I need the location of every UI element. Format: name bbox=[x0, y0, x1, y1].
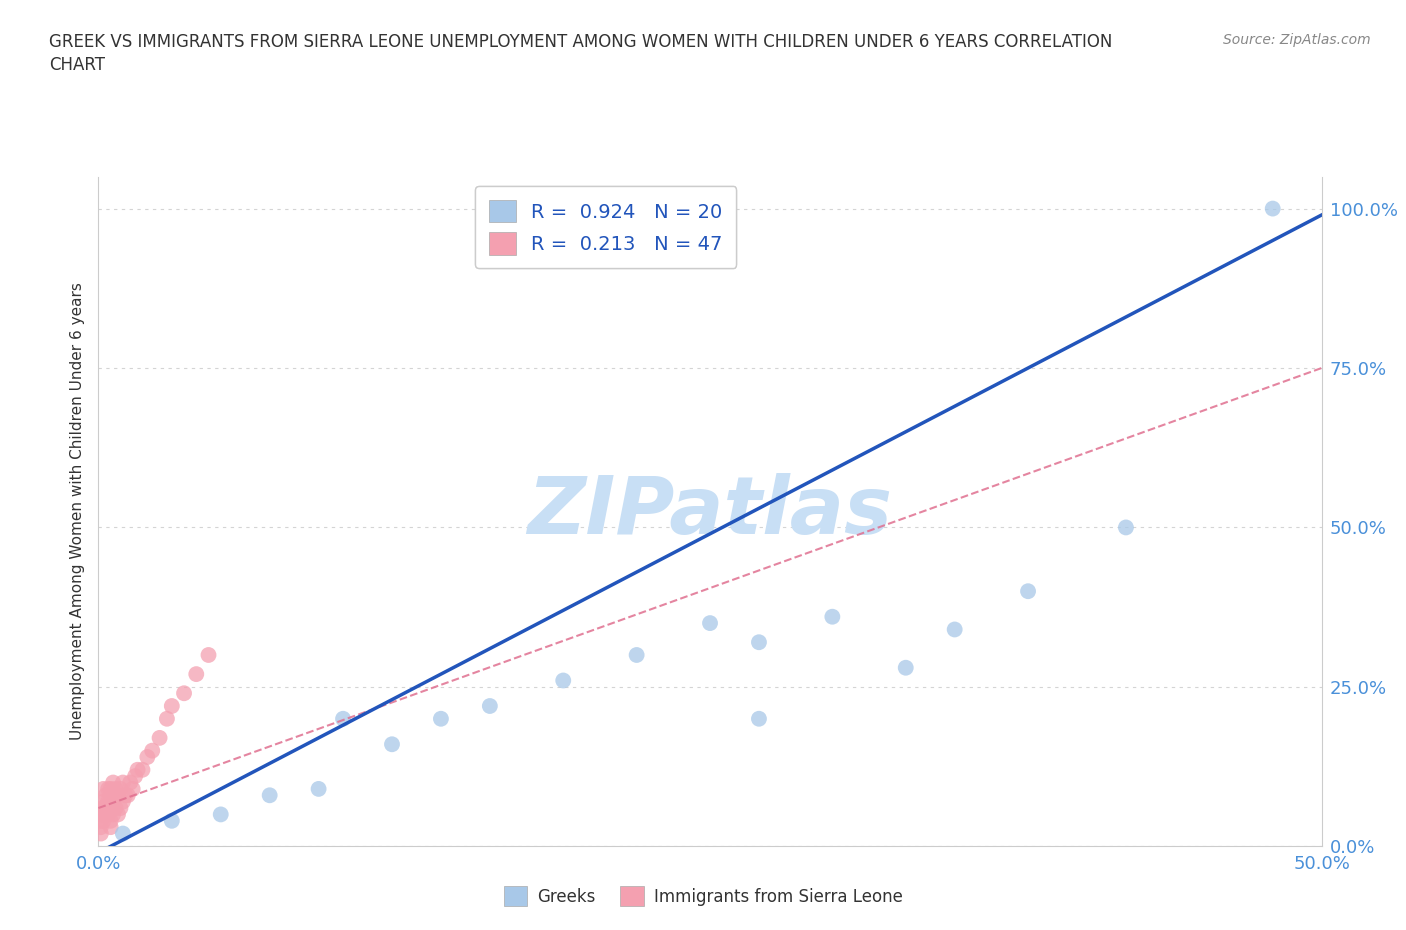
Point bbox=[100, 819, 122, 834]
Point bbox=[141, 743, 163, 758]
Point bbox=[186, 667, 208, 682]
Point bbox=[101, 775, 124, 790]
Point bbox=[259, 788, 281, 803]
Point bbox=[91, 801, 114, 816]
Point bbox=[90, 814, 112, 829]
Point bbox=[160, 698, 183, 713]
Point bbox=[104, 801, 127, 816]
Point bbox=[114, 788, 136, 803]
Point bbox=[699, 616, 721, 631]
Point bbox=[430, 711, 453, 726]
Text: ZIPatlas: ZIPatlas bbox=[527, 472, 893, 551]
Point bbox=[111, 826, 134, 841]
Text: CHART: CHART bbox=[49, 56, 105, 73]
Point bbox=[100, 801, 122, 816]
Point bbox=[381, 737, 404, 751]
Point bbox=[1261, 201, 1284, 216]
Point bbox=[94, 788, 117, 803]
Point bbox=[209, 807, 232, 822]
Point bbox=[821, 609, 844, 624]
Point bbox=[97, 794, 120, 809]
Point bbox=[197, 647, 219, 662]
Point bbox=[894, 660, 917, 675]
Point bbox=[149, 730, 172, 745]
Point bbox=[626, 647, 648, 662]
Point bbox=[100, 814, 122, 829]
Point bbox=[943, 622, 966, 637]
Point bbox=[120, 775, 142, 790]
Point bbox=[478, 698, 501, 713]
Point bbox=[156, 711, 179, 726]
Point bbox=[160, 814, 183, 829]
Point bbox=[91, 807, 114, 822]
Legend: R =  0.924   N = 20, R =  0.213   N = 47: R = 0.924 N = 20, R = 0.213 N = 47 bbox=[475, 186, 737, 268]
Point bbox=[553, 673, 575, 688]
Text: GREEK VS IMMIGRANTS FROM SIERRA LEONE UNEMPLOYMENT AMONG WOMEN WITH CHILDREN UND: GREEK VS IMMIGRANTS FROM SIERRA LEONE UN… bbox=[49, 33, 1112, 50]
Point bbox=[110, 781, 132, 796]
Point bbox=[101, 794, 124, 809]
Point bbox=[90, 807, 112, 822]
Point bbox=[107, 807, 129, 822]
Point bbox=[111, 794, 134, 809]
Point bbox=[1017, 584, 1039, 599]
Point bbox=[136, 750, 159, 764]
Point bbox=[117, 788, 139, 803]
Point bbox=[131, 763, 153, 777]
Point bbox=[121, 781, 143, 796]
Point bbox=[111, 775, 134, 790]
Point bbox=[173, 685, 195, 700]
Point bbox=[94, 807, 117, 822]
Point bbox=[101, 807, 124, 822]
Legend: Greeks, Immigrants from Sierra Leone: Greeks, Immigrants from Sierra Leone bbox=[496, 880, 910, 912]
Point bbox=[1115, 520, 1137, 535]
Y-axis label: Unemployment Among Women with Children Under 6 years: Unemployment Among Women with Children U… bbox=[70, 283, 86, 740]
Point bbox=[104, 781, 127, 796]
Point bbox=[90, 801, 112, 816]
Point bbox=[110, 801, 132, 816]
Point bbox=[94, 801, 117, 816]
Text: Source: ZipAtlas.com: Source: ZipAtlas.com bbox=[1223, 33, 1371, 46]
Point bbox=[308, 781, 330, 796]
Point bbox=[91, 781, 114, 796]
Point bbox=[100, 794, 122, 809]
Point bbox=[100, 781, 122, 796]
Point bbox=[90, 819, 112, 834]
Point bbox=[91, 794, 114, 809]
Point bbox=[91, 814, 114, 829]
Point bbox=[97, 807, 120, 822]
Point bbox=[124, 769, 146, 784]
Point bbox=[127, 763, 149, 777]
Point bbox=[97, 781, 120, 796]
Point bbox=[107, 788, 129, 803]
Point bbox=[90, 826, 112, 841]
Point bbox=[748, 711, 770, 726]
Point bbox=[748, 635, 770, 650]
Point bbox=[332, 711, 354, 726]
